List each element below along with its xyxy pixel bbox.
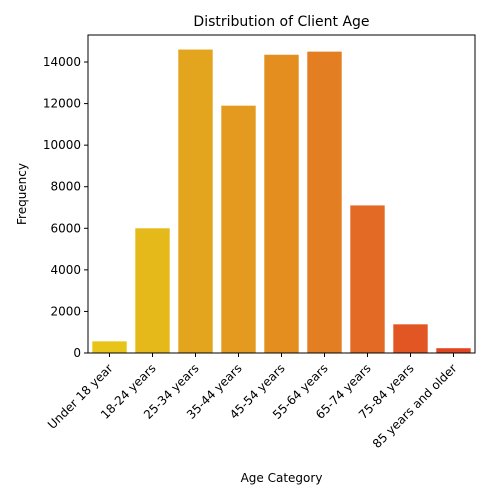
x-tick-label-0: Under 18 year [45,361,116,432]
y-tick-label-5: 10000 [43,138,81,152]
x-axis-label: Age Category [241,471,323,485]
y-tick-label-6: 12000 [43,97,81,111]
bar-6 [350,205,385,353]
y-tick-label-1: 2000 [50,304,81,318]
chart-title: Distribution of Client Age [193,14,369,30]
y-tick-label-4: 8000 [50,180,81,194]
y-ticks-group: 0 2000 4000 6000 8000 10000 12000 14000 [43,55,88,360]
bar-3 [221,105,256,354]
y-tick-label-0: 0 [73,346,81,360]
bar-7 [393,324,428,353]
bar-2 [178,49,213,354]
y-tick-label-2: 4000 [50,263,81,277]
y-tick-label-3: 6000 [50,221,81,235]
bar-1 [135,228,170,353]
bar-8 [436,348,471,353]
plot-frame [87,34,476,354]
bar-4 [264,54,299,354]
bar-0 [92,341,127,353]
y-axis-label: Frequency [15,163,29,225]
x-tick-label-8: 85 years and older [370,361,460,451]
y-tick-label-7: 14000 [43,55,81,69]
bar-5 [307,51,342,354]
bars-group [92,49,471,354]
